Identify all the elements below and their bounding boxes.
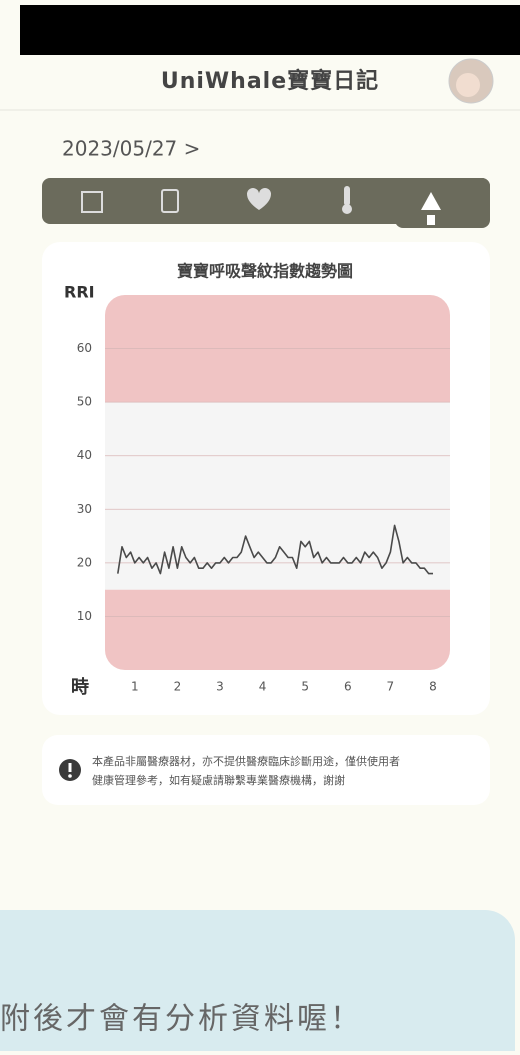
tab-icon-heart[interactable] (247, 188, 271, 210)
status-bar (20, 5, 520, 55)
y-tick-label: 50 (77, 395, 92, 409)
notice-icon-dot (68, 774, 72, 778)
x-tick-label: 8 (429, 680, 437, 694)
y-axis-label: RRI (64, 283, 95, 302)
x-tick-label: 6 (344, 680, 352, 694)
y-tick-label: 60 (77, 341, 92, 355)
data-line (117, 524, 433, 575)
tab-icon-breath[interactable] (421, 192, 441, 210)
tab-indicator (427, 215, 435, 225)
plot-bands (105, 295, 450, 670)
notice-icon-bar (68, 763, 72, 772)
tab-icon-bed[interactable] (81, 191, 103, 213)
y-tick-label: 20 (77, 555, 92, 569)
x-tick-label: 4 (259, 680, 267, 694)
app-title: UniWhale寶寶日記 (161, 68, 379, 94)
chart-title: 寶寶呼吸聲紋指數趨勢圖 (177, 262, 353, 281)
band (105, 589, 450, 670)
banner-text: 附後才會有分析資料喔！ (0, 1002, 363, 1037)
x-tick-label: 7 (387, 680, 395, 694)
tab-selected[interactable] (395, 178, 490, 228)
x-tick-label: 5 (301, 680, 309, 694)
avatar-face (456, 73, 480, 97)
x-axis-label: 時 (71, 677, 89, 698)
tab-icon-thermometer[interactable] (344, 186, 350, 206)
y-tick-label: 40 (77, 448, 92, 462)
x-tick-label: 3 (216, 680, 224, 694)
x-tick-label: 2 (174, 680, 182, 694)
notice-line: 健康管理參考，如有疑慮請聯繫專業醫療機構，謝謝 (92, 773, 345, 787)
tab-icon-thermometer-bulb (342, 204, 352, 214)
plot-area: 10 20 30 40 50 60 1 2 3 4 5 6 7 8 (77, 295, 450, 694)
y-tick-label: 10 (77, 609, 92, 623)
date-selector[interactable]: 2023/05/27 > (62, 137, 200, 161)
tab-icon-bottle[interactable] (161, 189, 179, 213)
notice-line: 本產品非屬醫療器材，亦不提供醫療臨床診斷用途，僅供使用者 (92, 754, 400, 768)
band (105, 402, 450, 590)
y-tick-label: 30 (77, 502, 92, 516)
x-tick-label: 1 (131, 680, 139, 694)
notice-card (42, 735, 490, 805)
banner (0, 910, 515, 1051)
